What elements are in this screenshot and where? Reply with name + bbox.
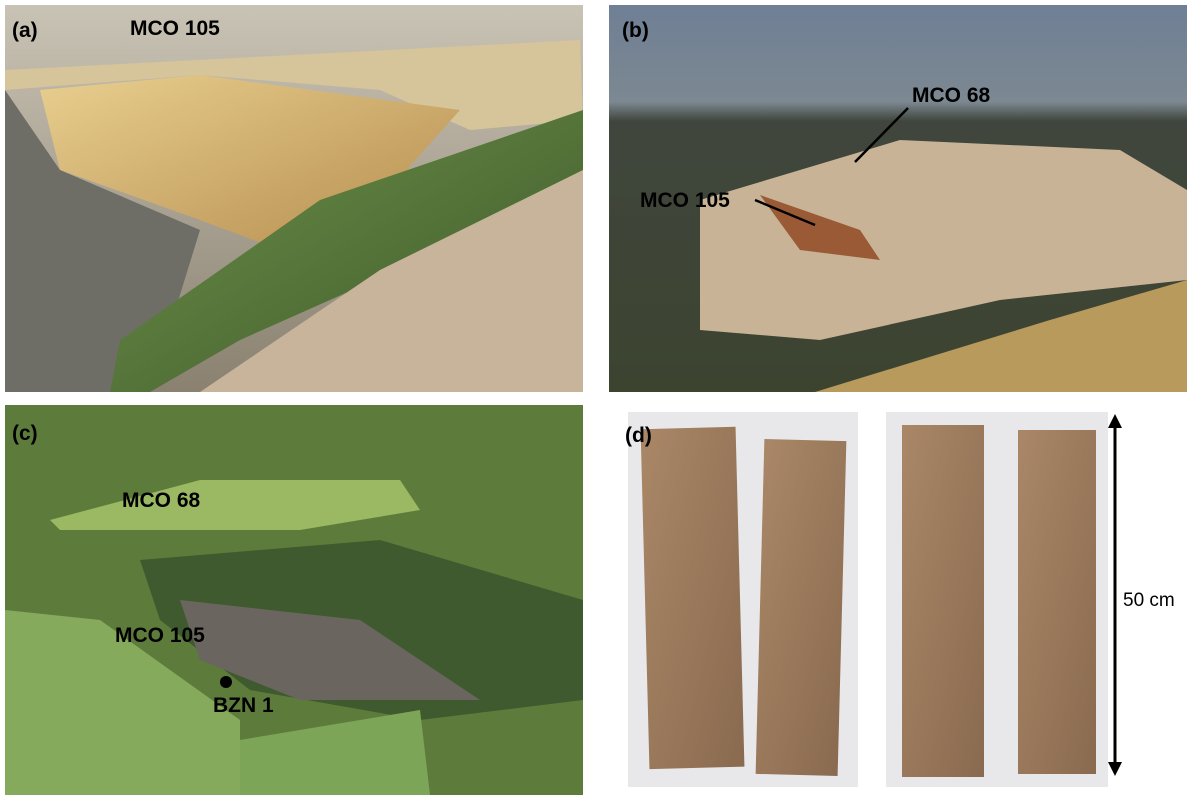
annotation: MCO 68 — [122, 489, 201, 512]
annotation: MCO 68 — [912, 84, 991, 107]
leader-line — [754, 198, 816, 227]
panel-b: (b) MCO 68 MCO 105 — [609, 5, 1187, 392]
leader-line — [854, 107, 909, 163]
panel-d: (d) 50 cm — [625, 412, 1175, 787]
core — [640, 426, 745, 770]
panel-c: (c) MCO 68 MCO 105 BZN 1 — [5, 405, 583, 795]
meadow — [240, 710, 430, 795]
annotation: MCO 105 — [640, 189, 730, 212]
fields — [815, 280, 1187, 392]
core — [1018, 430, 1096, 774]
annotation: MCO 105 — [115, 624, 205, 647]
quarry — [700, 140, 1187, 340]
annotation: MCO 105 — [130, 17, 220, 40]
annotation: BZN 1 — [213, 694, 274, 717]
panel-label: (b) — [622, 19, 649, 42]
panel-label: (d) — [625, 424, 652, 447]
core — [902, 425, 984, 777]
panel-label: (c) — [12, 422, 38, 445]
quarry-floor — [760, 195, 880, 260]
site-marker — [220, 676, 232, 688]
panel-label: (a) — [12, 19, 38, 42]
meadow — [5, 610, 240, 795]
vegetation — [110, 110, 583, 392]
boulders — [200, 170, 583, 392]
core — [755, 438, 847, 777]
quarry-face — [180, 600, 480, 700]
panel-a: (a) MCO 105 — [5, 5, 583, 392]
field — [50, 480, 420, 530]
scree — [5, 90, 200, 392]
scale-label: 50 cm — [1123, 590, 1175, 611]
